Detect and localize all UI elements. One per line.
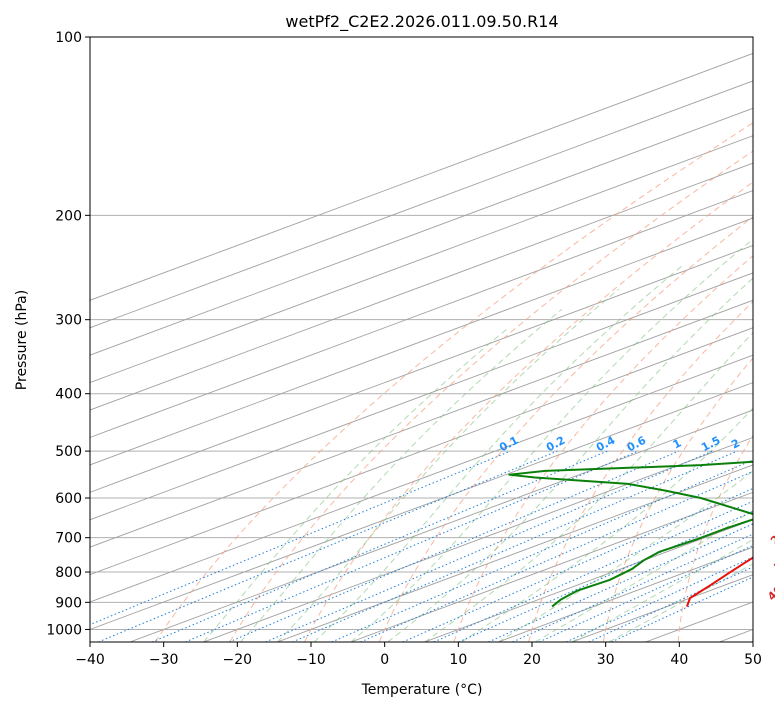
isotherm-line bbox=[90, 382, 753, 630]
moist-adiabat-line bbox=[387, 277, 753, 642]
isotherm-label: 30 bbox=[771, 553, 775, 573]
x-tick-label: 10 bbox=[449, 652, 467, 668]
x-tick-label: −10 bbox=[296, 652, 326, 668]
data-layer bbox=[508, 460, 753, 608]
dry-adiabat-line bbox=[378, 215, 753, 642]
y-tick-label: 600 bbox=[55, 491, 82, 507]
isotherm-line bbox=[90, 327, 753, 576]
mixing-ratio-line bbox=[512, 533, 753, 642]
dewpoint-profile-line bbox=[508, 460, 753, 608]
dry-adiabat-line bbox=[602, 357, 753, 642]
mixing-ratio-line bbox=[90, 450, 511, 626]
moist-adiabat-line bbox=[240, 308, 563, 642]
y-axis-title: Pressure (hPa) bbox=[14, 290, 30, 390]
y-tick-label: 200 bbox=[55, 208, 82, 224]
x-tick-label: 40 bbox=[670, 652, 688, 668]
x-tick-label: 20 bbox=[523, 652, 541, 668]
x-tick-label: −30 bbox=[149, 652, 179, 668]
dry-adiabat-line bbox=[154, 122, 753, 642]
isotherm-line bbox=[90, 244, 753, 493]
isotherm-line bbox=[424, 519, 753, 642]
x-tick-label: 30 bbox=[597, 652, 615, 668]
moist-adiabat-line bbox=[203, 329, 507, 642]
y-tick-label: 400 bbox=[55, 387, 82, 403]
isotherm-line bbox=[277, 464, 753, 642]
isotherm-line bbox=[350, 491, 753, 642]
dry-adiabat-line bbox=[453, 255, 753, 642]
y-tick-label: 900 bbox=[55, 595, 82, 611]
chart-title: wetPf2_C2E2.2026.011.09.50.R14 bbox=[285, 12, 558, 32]
isotherm-line bbox=[203, 436, 753, 642]
moist-adiabat-line bbox=[571, 539, 753, 642]
moist-adiabat-line bbox=[276, 288, 620, 642]
mixing-ratio-line bbox=[433, 500, 753, 642]
plot-frame bbox=[89, 36, 754, 643]
isotherm-line bbox=[90, 135, 753, 384]
mixing-ratio-line bbox=[265, 450, 713, 642]
mixing-ratio-line bbox=[98, 450, 558, 642]
mixing-ratio-line bbox=[185, 450, 639, 642]
mixing-ratio-line bbox=[402, 487, 753, 642]
mixing-ratio-line bbox=[292, 450, 738, 642]
isotherm-line bbox=[90, 354, 753, 603]
y-tick-label: 800 bbox=[55, 565, 82, 581]
grid-layer bbox=[90, 37, 753, 642]
dry-adiabat-line bbox=[304, 181, 753, 642]
isotherm-line bbox=[90, 80, 753, 329]
dry-adiabat-line bbox=[677, 434, 753, 642]
isotherm-line bbox=[90, 107, 753, 356]
isotherm-line bbox=[129, 409, 753, 642]
x-axis-title: Temperature (°C) bbox=[361, 682, 483, 698]
isotherm-line bbox=[90, 162, 753, 411]
isotherm-line bbox=[90, 217, 753, 466]
mixing-ratio-line bbox=[331, 459, 753, 642]
y-tick-label: 300 bbox=[55, 313, 82, 329]
x-tick-label: 50 bbox=[744, 652, 762, 668]
isotherm-line bbox=[90, 190, 753, 438]
y-tick-label: 100 bbox=[55, 30, 82, 46]
mixing-ratio-line bbox=[565, 556, 753, 642]
isotherm-line bbox=[90, 272, 753, 521]
isotherm-label: 20 bbox=[768, 527, 775, 547]
x-tick-label: 0 bbox=[380, 652, 389, 668]
x-tick-label: −40 bbox=[75, 652, 105, 668]
isotherm-line bbox=[90, 52, 753, 301]
x-tick-label: −20 bbox=[223, 652, 253, 668]
mixing-ratio-line bbox=[538, 544, 753, 642]
moist-adiabat-line bbox=[313, 263, 685, 642]
y-tick-label: 700 bbox=[55, 531, 82, 547]
isotherm-label: 40 bbox=[765, 583, 775, 603]
moist-adiabat-line bbox=[424, 331, 753, 642]
mixing-ratio-line bbox=[611, 576, 753, 642]
mixing-ratio-line bbox=[588, 566, 753, 642]
mixing-ratio-line bbox=[228, 450, 679, 642]
axis-layer: −40 −30 −20 −10 0 10 20 30 40 50 100 200 300 400 500 60… bbox=[46, 30, 762, 668]
y-tick-label: 500 bbox=[55, 444, 82, 460]
isotherm-line bbox=[90, 299, 753, 548]
y-tick-label: 1000 bbox=[46, 622, 82, 638]
dry-adiabat-line bbox=[229, 150, 753, 642]
